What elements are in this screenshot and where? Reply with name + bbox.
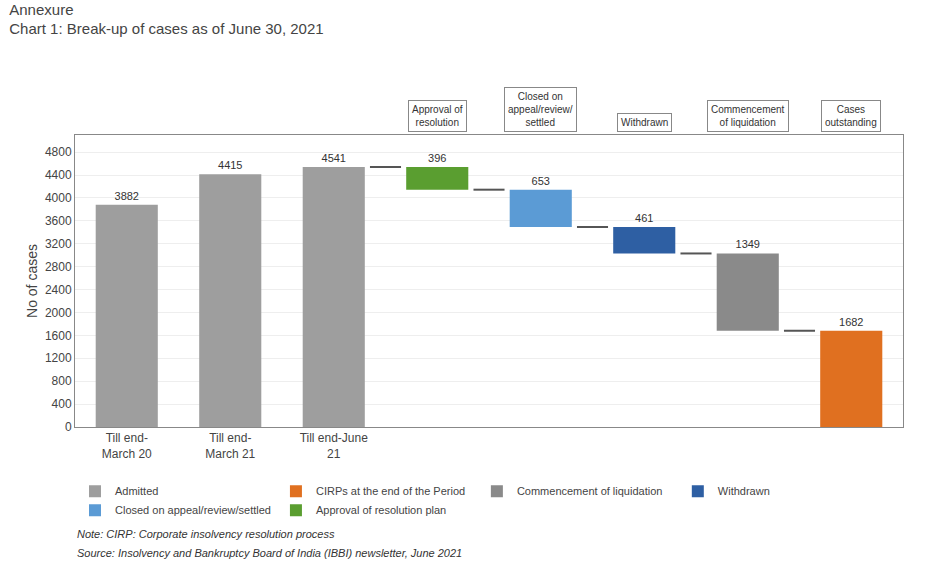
svg-text:Till end-March 20: Till end-March 20 — [102, 431, 152, 461]
svg-text:2800: 2800 — [45, 260, 72, 274]
svg-text:4541: 4541 — [322, 152, 346, 164]
svg-text:Withdrawn: Withdrawn — [718, 485, 770, 497]
svg-text:461: 461 — [635, 212, 653, 224]
svg-text:Closed onappeal/review/settled: Closed onappeal/review/settled — [508, 91, 573, 128]
svg-text:4000: 4000 — [45, 191, 72, 205]
svg-text:653: 653 — [532, 175, 550, 187]
svg-text:Approval ofresolution: Approval ofresolution — [412, 104, 463, 128]
svg-text:Till end-March 21: Till end-March 21 — [205, 431, 255, 461]
svg-text:3882: 3882 — [115, 190, 139, 202]
svg-text:400: 400 — [52, 397, 72, 411]
svg-text:1349: 1349 — [736, 238, 760, 250]
svg-text:1682: 1682 — [839, 316, 863, 328]
svg-text:Casesoutstanding: Casesoutstanding — [825, 104, 877, 128]
svg-text:CIRPs at the end of the Period: CIRPs at the end of the Period — [316, 485, 465, 497]
svg-text:Note: CIRP: Corporate insolven: Note: CIRP: Corporate insolvency resolut… — [77, 528, 335, 540]
svg-text:Commencement of liquidation: Commencement of liquidation — [517, 485, 663, 497]
svg-text:Admitted: Admitted — [115, 485, 158, 497]
svg-text:396: 396 — [428, 152, 446, 164]
svg-text:Withdrawn: Withdrawn — [621, 117, 668, 128]
svg-text:0: 0 — [65, 420, 72, 434]
svg-text:Approval of resolution plan: Approval of resolution plan — [316, 504, 446, 516]
svg-text:1200: 1200 — [45, 351, 72, 365]
svg-text:2000: 2000 — [45, 306, 72, 320]
svg-text:1600: 1600 — [45, 329, 72, 343]
svg-text:Source: Insolvency and Bankrup: Source: Insolvency and Bankruptcy Board … — [77, 547, 462, 559]
svg-text:800: 800 — [52, 374, 72, 388]
svg-text:2400: 2400 — [45, 283, 72, 297]
svg-text:3200: 3200 — [45, 237, 72, 251]
svg-text:No of cases: No of cases — [24, 244, 40, 318]
svg-text:Commencementof liquidation: Commencementof liquidation — [711, 104, 785, 128]
svg-text:Till end-June21: Till end-June21 — [300, 431, 369, 461]
svg-text:4415: 4415 — [218, 159, 242, 171]
svg-text:4800: 4800 — [45, 145, 72, 159]
svg-text:4400: 4400 — [45, 168, 72, 182]
svg-text:AnnexureChart 1: Break-up of c: AnnexureChart 1: Break-up of cases as of… — [9, 1, 323, 38]
svg-text:Closed on appeal/review/settle: Closed on appeal/review/settled — [115, 504, 271, 516]
svg-text:3600: 3600 — [45, 214, 72, 228]
